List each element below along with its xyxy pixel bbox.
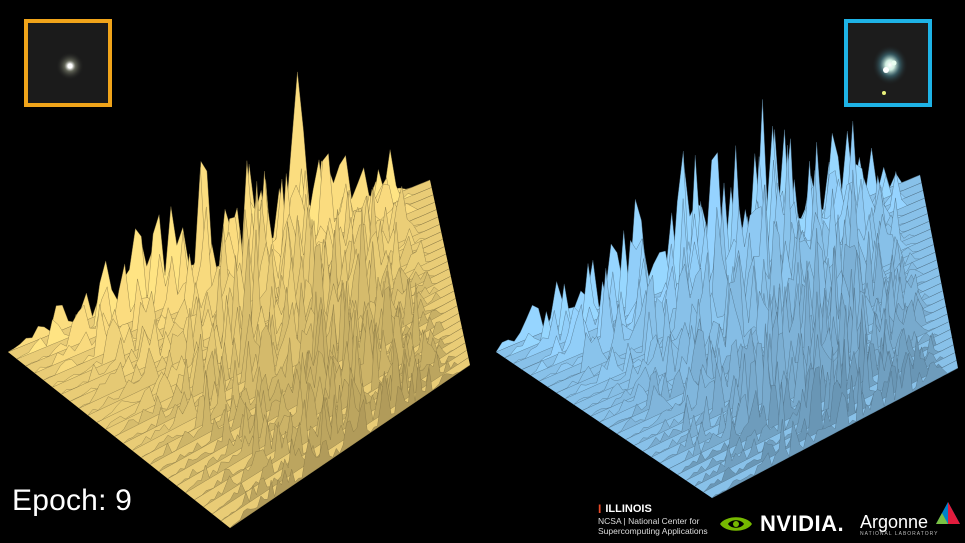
ncsa-line-2: Supercomputing Applications bbox=[598, 526, 708, 536]
argonne-triangle-icon bbox=[934, 500, 962, 528]
right-surface-plot bbox=[496, 99, 958, 498]
epoch-label: Epoch: 9 bbox=[12, 484, 132, 518]
ncsa-line-1: NCSA | National Center for bbox=[598, 516, 708, 526]
argonne-wordmark: Argonne bbox=[860, 512, 928, 533]
nvidia-logo: NVIDIA. bbox=[718, 511, 844, 537]
illinois-title: ILLINOIS bbox=[605, 503, 651, 515]
argonne-logo: Argonne NATIONAL LABORATORY bbox=[860, 500, 938, 537]
nvidia-wordmark: NVIDIA. bbox=[760, 511, 844, 537]
nvidia-eye-icon bbox=[718, 513, 754, 535]
left-surface-plot bbox=[8, 72, 470, 528]
illinois-ncsa-logo: I ILLINOIS NCSA | National Center for Su… bbox=[598, 502, 708, 536]
argonne-subtitle: NATIONAL LABORATORY bbox=[860, 531, 938, 537]
illinois-i-icon: I bbox=[598, 502, 601, 516]
